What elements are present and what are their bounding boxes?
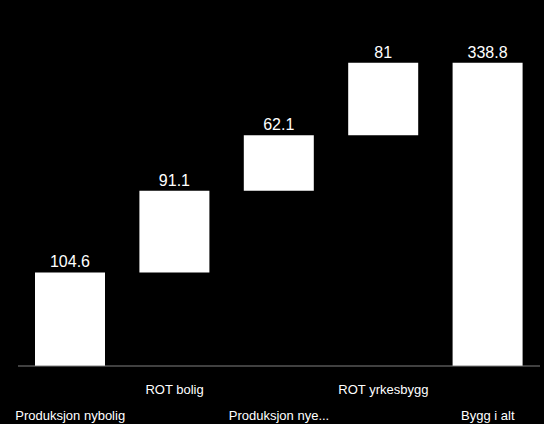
svg-text:62.1: 62.1 bbox=[263, 116, 294, 133]
svg-text:ROT bolig: ROT bolig bbox=[145, 382, 203, 397]
svg-text:81: 81 bbox=[374, 44, 392, 61]
svg-text:91.1: 91.1 bbox=[159, 172, 190, 189]
svg-text:Produksjon nybolig: Produksjon nybolig bbox=[15, 408, 125, 423]
svg-text:Bygg i alt: Bygg i alt bbox=[461, 408, 515, 423]
svg-text:ROT yrkesbygg: ROT yrkesbygg bbox=[338, 382, 428, 397]
svg-text:104.6: 104.6 bbox=[50, 253, 90, 270]
svg-text:338.8: 338.8 bbox=[468, 44, 508, 61]
svg-text:Produksjon nye...: Produksjon nye... bbox=[229, 408, 329, 423]
